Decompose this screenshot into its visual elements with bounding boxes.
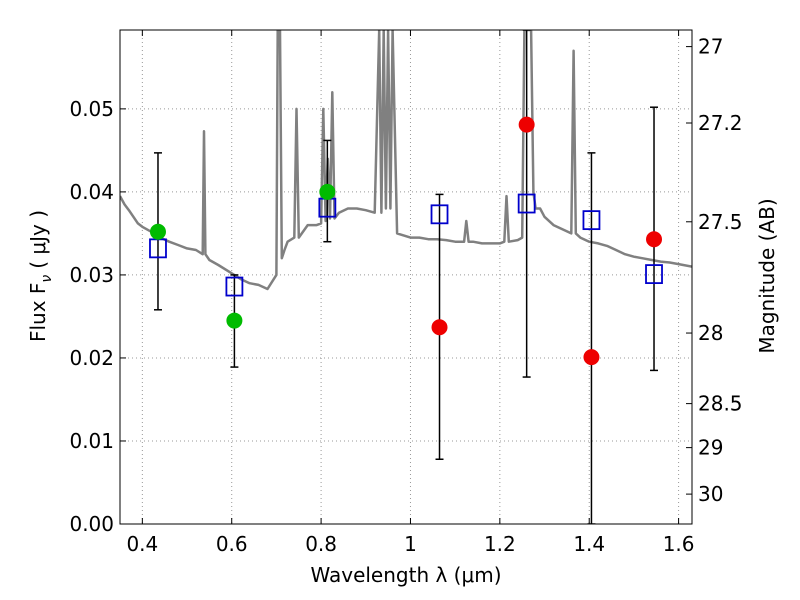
x-tick-label: 1 <box>404 532 417 556</box>
x-tick-label: 1.2 <box>484 532 516 556</box>
tick-label-layer: 0.4 0.6 0.8 1 1.2 1.4 1.6 0.00 0.01 0.02 0.03 0.04 0… <box>69 35 742 556</box>
x-tick-label: 0.8 <box>305 532 337 556</box>
y2-tick-label: 27.5 <box>698 210 743 234</box>
observed-point-green <box>149 223 166 240</box>
model-spectrum-line <box>120 30 692 291</box>
x-axis-title: Wavelength λ (μm) <box>310 563 501 587</box>
model-spectrum-layer <box>120 30 692 291</box>
y-axis-title-main: Flux F <box>26 283 50 342</box>
observed-point-red <box>518 116 535 133</box>
y-tick-label: 0.04 <box>69 180 114 204</box>
y-axis-title: Flux Fν ( μJy ) <box>26 210 55 342</box>
point-layer <box>149 116 663 366</box>
x-tick-label: 1.4 <box>573 532 605 556</box>
x-tick-label: 0.4 <box>126 532 158 556</box>
y2-axis-title: Magnitude (AB) <box>755 198 779 353</box>
model-photometry-square <box>517 193 536 214</box>
model-photometry-square <box>225 276 244 297</box>
model-photometry-square <box>582 210 601 231</box>
y-tick-label: 0.00 <box>69 512 114 536</box>
y2-tick-label: 28 <box>698 321 723 345</box>
observed-point-green <box>319 183 336 200</box>
y2-tick-label: 28.5 <box>698 392 743 416</box>
y2-tick-label: 27 <box>698 35 723 59</box>
y-tick-label: 0.03 <box>69 263 114 287</box>
y-tick-label: 0.02 <box>69 346 114 370</box>
y-axis-title-subscript: ν <box>39 275 55 283</box>
y-tick-label: 0.01 <box>69 429 114 453</box>
x-tick-label: 1.6 <box>663 532 695 556</box>
y2-tick-label: 27.2 <box>698 111 743 135</box>
plot-frame <box>119 29 693 525</box>
observed-point-red <box>646 231 663 248</box>
y-axis-title-unit: ( μJy ) <box>26 210 50 269</box>
y-tick-label: 0.05 <box>69 97 114 121</box>
x-tick-label: 0.6 <box>216 532 248 556</box>
tick-layer <box>120 30 692 525</box>
observed-point-red <box>583 349 600 366</box>
y2-tick-label: 30 <box>698 482 723 506</box>
grid-lines <box>120 30 692 525</box>
model-photometry-square <box>645 264 663 284</box>
model-photometry-square <box>430 204 449 225</box>
observed-point-red <box>431 319 448 336</box>
observed-point-green <box>226 312 243 329</box>
y2-tick-label: 29 <box>698 436 723 460</box>
